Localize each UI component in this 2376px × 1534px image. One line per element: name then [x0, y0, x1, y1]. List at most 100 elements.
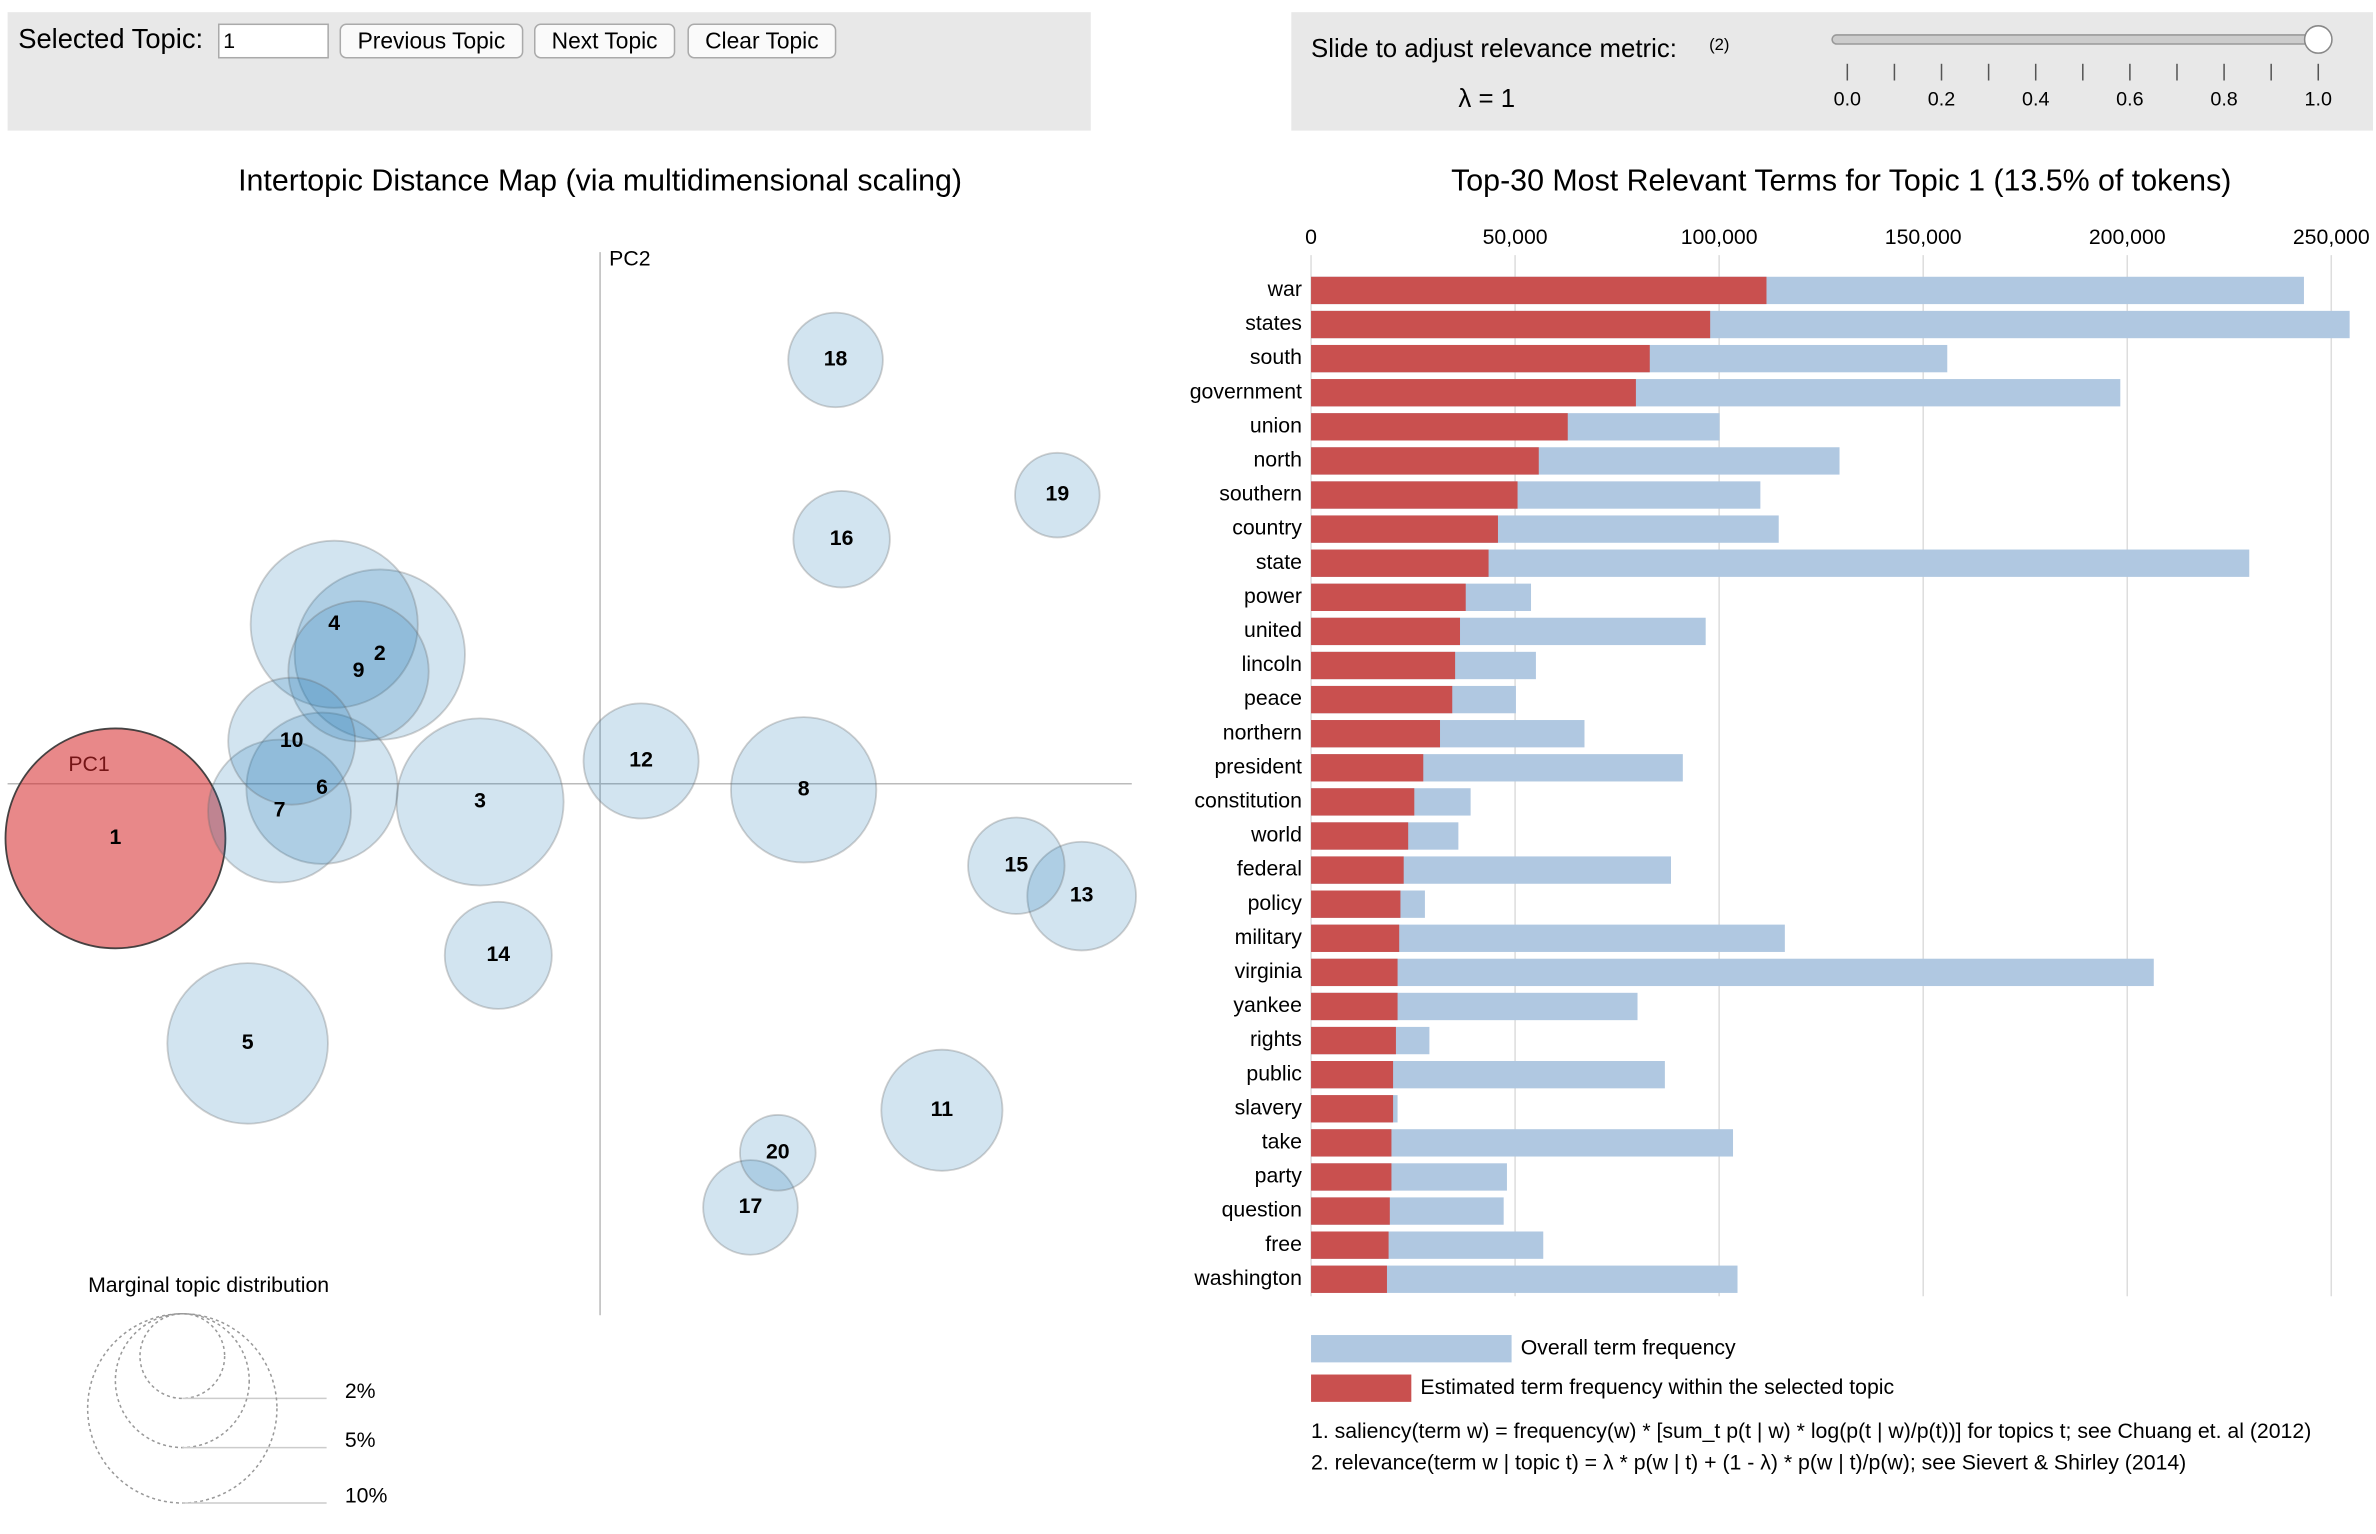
term-label: north	[1253, 448, 1301, 472]
legend-swatch	[1311, 1335, 1512, 1363]
term-label: union	[1250, 413, 1302, 437]
term-bar[interactable]	[1311, 447, 1539, 475]
term-bar[interactable]	[1311, 549, 1489, 577]
map-title: Intertopic Distance Map (via multidimens…	[238, 164, 962, 197]
topic-circle[interactable]	[1026, 840, 1137, 952]
topic-circle[interactable]	[702, 1159, 799, 1256]
slider-tick-label: 0.0	[1834, 88, 1861, 110]
button-label[interactable]: Previous Topic	[358, 28, 506, 54]
topic-circle[interactable]	[207, 738, 352, 884]
term-bar[interactable]	[1311, 788, 1415, 816]
topic-circle[interactable]	[739, 1114, 817, 1192]
topic-input-value[interactable]: 1	[223, 29, 235, 53]
topic-label: 3	[474, 789, 486, 813]
footnote: 2. relevance(term w | topic t) = λ * p(w…	[1311, 1451, 2186, 1475]
term-label: public	[1246, 1061, 1302, 1085]
size-legend-label: 2%	[345, 1379, 376, 1403]
topic-circle[interactable]	[582, 702, 700, 820]
term-bar[interactable]	[1311, 924, 1400, 952]
term-bar[interactable]	[1311, 515, 1498, 543]
topic-circle[interactable]	[1014, 451, 1101, 539]
term-bar[interactable]	[1311, 890, 1401, 918]
term-label: peace	[1244, 686, 1302, 710]
size-legend-circle	[114, 1313, 250, 1449]
topic-circle[interactable]	[4, 727, 227, 950]
topic-input[interactable]	[218, 23, 329, 59]
term-bar[interactable]	[1311, 413, 1568, 441]
term-bar[interactable]	[1311, 1095, 1394, 1123]
term-label: states	[1245, 311, 1302, 335]
topic-circle[interactable]	[287, 600, 430, 743]
term-bar[interactable]	[1311, 617, 1461, 646]
button[interactable]	[533, 23, 676, 59]
term-bar[interactable]	[1311, 720, 1441, 748]
term-label: lincoln	[1242, 652, 1302, 676]
term-bar[interactable]	[1311, 1163, 1392, 1191]
button-label[interactable]: Next Topic	[552, 28, 658, 54]
topic-circle[interactable]	[395, 717, 565, 887]
term-bar[interactable]	[1311, 344, 1650, 373]
topic-circle[interactable]	[245, 711, 399, 865]
topic-circle[interactable]	[293, 568, 466, 741]
x-tick-label: 200,000	[2089, 225, 2166, 249]
x-tick-label: 50,000	[1483, 225, 1548, 249]
term-label: war	[1267, 277, 1302, 301]
term-bar[interactable]	[1311, 310, 1711, 339]
term-label: government	[1190, 379, 1302, 403]
term-label: northern	[1223, 720, 1302, 744]
topic-circle[interactable]	[443, 900, 553, 1010]
topic-circle[interactable]	[787, 311, 884, 409]
slider-note: (2)	[1709, 35, 1729, 54]
term-bar[interactable]	[1311, 754, 1424, 782]
topic-label: 16	[830, 526, 854, 550]
topic-circle[interactable]	[880, 1048, 1004, 1172]
term-label: virginia	[1235, 959, 1303, 983]
legend-label: Overall term frequency	[1521, 1335, 1736, 1359]
term-label: slavery	[1235, 1095, 1303, 1119]
term-bar[interactable]	[1311, 481, 1518, 509]
term-bar[interactable]	[1311, 1231, 1389, 1259]
term-bar[interactable]	[1311, 276, 1767, 305]
term-label: country	[1232, 516, 1302, 540]
slider-tick-label: 0.4	[2022, 88, 2049, 110]
topic-circle[interactable]	[792, 490, 891, 589]
term-bar[interactable]	[1311, 958, 1398, 987]
slider-thumb[interactable]	[2303, 25, 2333, 54]
slider-track[interactable]	[1831, 34, 2326, 45]
slider-label: Slide to adjust relevance metric:	[1311, 35, 1677, 63]
term-bar[interactable]	[1311, 685, 1453, 714]
button[interactable]	[687, 23, 837, 59]
slider-tick-label: 0.2	[1928, 88, 1955, 110]
term-bar[interactable]	[1311, 583, 1466, 611]
term-bar[interactable]	[1311, 822, 1409, 850]
button-label[interactable]: Clear Topic	[705, 28, 818, 54]
legend-label: Estimated term frequency within the sele…	[1420, 1375, 1894, 1399]
topic-circle[interactable]	[166, 962, 329, 1125]
term-bar[interactable]	[1311, 856, 1404, 884]
term-bar[interactable]	[1311, 1129, 1392, 1157]
term-label: free	[1265, 1232, 1302, 1256]
term-bar[interactable]	[1311, 1265, 1387, 1293]
x-tick-label: 100,000	[1681, 225, 1758, 249]
topic-circle[interactable]	[730, 716, 878, 864]
term-bar[interactable]	[1311, 1061, 1394, 1089]
term-label: party	[1255, 1164, 1303, 1188]
term-label: president	[1215, 754, 1303, 778]
term-label: constitution	[1194, 789, 1302, 813]
term-bar[interactable]	[1311, 1026, 1396, 1055]
topic-circle[interactable]	[249, 539, 419, 709]
term-label: power	[1244, 584, 1302, 608]
term-bar[interactable]	[1311, 651, 1456, 680]
term-label: state	[1256, 550, 1302, 574]
topic-circle[interactable]	[227, 676, 357, 806]
topic-circle[interactable]	[967, 816, 1066, 915]
term-bar[interactable]	[1311, 1197, 1390, 1225]
term-bar[interactable]	[1311, 379, 1636, 407]
term-label: take	[1262, 1129, 1302, 1153]
term-bar[interactable]	[1311, 958, 2154, 987]
term-label: military	[1235, 925, 1303, 949]
term-bar[interactable]	[1311, 992, 1398, 1021]
button[interactable]	[339, 23, 524, 59]
slider-tick-label: 0.6	[2116, 88, 2143, 110]
